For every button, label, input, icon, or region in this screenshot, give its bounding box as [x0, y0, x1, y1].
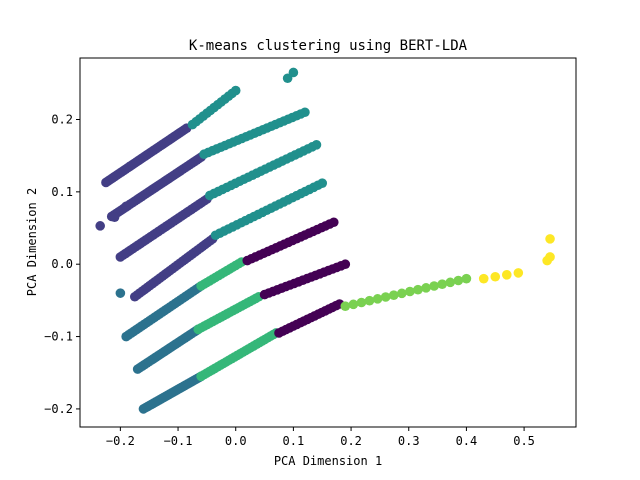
y-tick-label: 0.0 [51, 257, 73, 271]
data-point [356, 297, 367, 308]
data-point [545, 234, 555, 244]
data-point [513, 268, 524, 278]
data-point [478, 273, 489, 284]
y-axis-label: PCA Dimension 2 [25, 188, 39, 296]
data-point [453, 275, 464, 286]
data-point [372, 294, 383, 304]
x-axis-ticks: −0.2 −0.1 0.0 0.1 0.2 0.3 0.4 0.5 [106, 427, 535, 448]
data-point [121, 201, 131, 212]
x-tick-label: 0.5 [513, 434, 535, 448]
data-point [445, 277, 456, 288]
data-point [317, 178, 328, 188]
x-tick-label: 0.1 [283, 434, 305, 448]
y-axis-ticks: −0.2 −0.1 0.0 0.1 0.2 [44, 113, 80, 416]
chart-title: K-means clustering using BERT-LDA [189, 38, 468, 54]
x-tick-label: 0.0 [225, 434, 247, 448]
y-tick-label: −0.2 [44, 402, 73, 416]
data-point [328, 217, 339, 228]
data-point [95, 221, 105, 231]
data-point [109, 212, 120, 222]
plot-frame [79, 57, 577, 428]
data-point [461, 273, 472, 284]
data-point [405, 286, 415, 297]
x-tick-label: 0.4 [456, 434, 478, 448]
data-point [413, 284, 423, 295]
x-tick-label: 0.2 [340, 434, 362, 448]
points-layer [95, 67, 555, 414]
data-point [364, 295, 375, 306]
data-point [311, 140, 322, 150]
data-point [437, 279, 448, 289]
data-point [340, 301, 351, 311]
y-tick-label: 0.2 [51, 113, 73, 127]
data-point [230, 85, 241, 96]
data-point [380, 292, 391, 302]
x-tick-label: 0.3 [398, 434, 420, 448]
y-tick-label: 0.1 [51, 185, 73, 199]
data-point [348, 299, 359, 310]
data-point [300, 107, 310, 118]
data-point [490, 271, 501, 282]
x-tick-label: −0.2 [106, 434, 135, 448]
data-point [288, 67, 299, 78]
data-point [397, 288, 407, 299]
data-point [501, 270, 512, 280]
data-point [429, 281, 439, 291]
data-point [388, 290, 399, 300]
y-tick-label: −0.1 [44, 330, 73, 344]
data-point [115, 288, 126, 298]
data-point [421, 283, 431, 293]
x-tick-label: −0.1 [164, 434, 193, 448]
data-point [340, 259, 351, 270]
x-axis-label: PCA Dimension 1 [274, 454, 382, 468]
data-point [545, 252, 555, 262]
